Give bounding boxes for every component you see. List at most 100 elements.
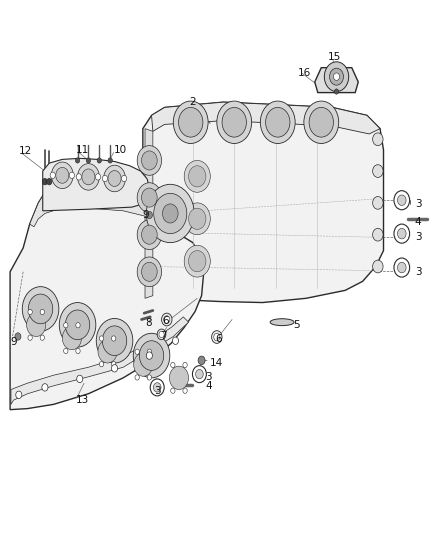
Circle shape — [135, 349, 139, 354]
Circle shape — [212, 330, 222, 343]
Circle shape — [133, 333, 170, 378]
Circle shape — [59, 303, 96, 347]
Circle shape — [198, 356, 205, 365]
Text: 3: 3 — [155, 386, 161, 396]
Circle shape — [76, 322, 80, 328]
Circle shape — [171, 388, 175, 393]
Circle shape — [265, 108, 290, 137]
Circle shape — [184, 160, 210, 192]
Circle shape — [147, 349, 152, 354]
Circle shape — [28, 335, 32, 341]
Circle shape — [42, 179, 47, 185]
Circle shape — [150, 379, 164, 396]
Text: 9: 9 — [10, 337, 17, 347]
Circle shape — [170, 366, 188, 390]
Circle shape — [329, 68, 343, 85]
Circle shape — [112, 361, 116, 367]
Circle shape — [334, 89, 339, 94]
Circle shape — [184, 203, 210, 235]
Circle shape — [162, 204, 178, 223]
Circle shape — [47, 179, 52, 185]
Text: 3: 3 — [415, 199, 421, 209]
Circle shape — [50, 172, 55, 179]
Text: 16: 16 — [297, 68, 311, 78]
Circle shape — [15, 333, 21, 340]
Circle shape — [333, 73, 339, 80]
Circle shape — [137, 257, 162, 287]
Text: 3: 3 — [205, 372, 212, 382]
Circle shape — [157, 329, 166, 340]
Circle shape — [394, 191, 410, 210]
Circle shape — [135, 375, 139, 380]
Circle shape — [394, 224, 410, 243]
Circle shape — [64, 322, 68, 328]
Circle shape — [102, 175, 108, 182]
Circle shape — [137, 220, 162, 249]
Circle shape — [22, 287, 59, 331]
Polygon shape — [30, 182, 167, 227]
Circle shape — [108, 158, 113, 163]
Circle shape — [98, 340, 117, 363]
Circle shape — [139, 341, 164, 370]
Circle shape — [99, 336, 104, 341]
Circle shape — [51, 162, 73, 189]
Circle shape — [65, 310, 90, 340]
Circle shape — [373, 260, 383, 273]
Circle shape — [27, 313, 46, 336]
Circle shape — [95, 174, 101, 180]
Text: 10: 10 — [114, 145, 127, 155]
Circle shape — [373, 133, 383, 146]
Circle shape — [134, 353, 153, 376]
Circle shape — [40, 309, 45, 314]
Text: 2: 2 — [190, 97, 196, 107]
Circle shape — [104, 165, 125, 192]
Polygon shape — [145, 128, 153, 298]
Polygon shape — [43, 158, 149, 211]
Circle shape — [62, 326, 81, 350]
Circle shape — [173, 101, 208, 143]
Text: 12: 12 — [19, 146, 32, 156]
Circle shape — [217, 101, 252, 143]
Polygon shape — [315, 68, 358, 93]
Circle shape — [188, 251, 206, 272]
Circle shape — [397, 262, 406, 273]
Circle shape — [137, 183, 162, 213]
Circle shape — [16, 391, 22, 399]
Text: 7: 7 — [160, 332, 167, 342]
Text: 3: 3 — [415, 232, 421, 243]
Circle shape — [324, 62, 349, 92]
Circle shape — [159, 331, 164, 337]
Circle shape — [146, 184, 194, 243]
Circle shape — [82, 169, 95, 185]
Circle shape — [76, 174, 81, 180]
Circle shape — [222, 108, 247, 137]
Circle shape — [188, 208, 206, 229]
Circle shape — [397, 195, 406, 205]
Circle shape — [97, 158, 102, 163]
Circle shape — [184, 245, 210, 277]
Circle shape — [397, 228, 406, 239]
Circle shape — [56, 167, 69, 183]
Circle shape — [77, 375, 83, 383]
Circle shape — [373, 197, 383, 209]
Circle shape — [121, 175, 127, 182]
Circle shape — [147, 375, 152, 380]
Circle shape — [141, 262, 157, 281]
Circle shape — [40, 335, 45, 341]
Text: 8: 8 — [145, 318, 152, 328]
Circle shape — [78, 164, 99, 190]
Circle shape — [112, 365, 117, 372]
Circle shape — [260, 101, 295, 143]
Text: 6: 6 — [215, 334, 222, 344]
Circle shape — [75, 158, 80, 163]
Circle shape — [164, 316, 170, 323]
Circle shape — [173, 337, 179, 344]
Circle shape — [179, 108, 203, 137]
Circle shape — [96, 318, 133, 363]
Circle shape — [304, 101, 339, 143]
Circle shape — [64, 348, 68, 353]
Circle shape — [141, 225, 157, 244]
Circle shape — [108, 171, 121, 187]
Circle shape — [373, 165, 383, 177]
Polygon shape — [10, 182, 204, 410]
